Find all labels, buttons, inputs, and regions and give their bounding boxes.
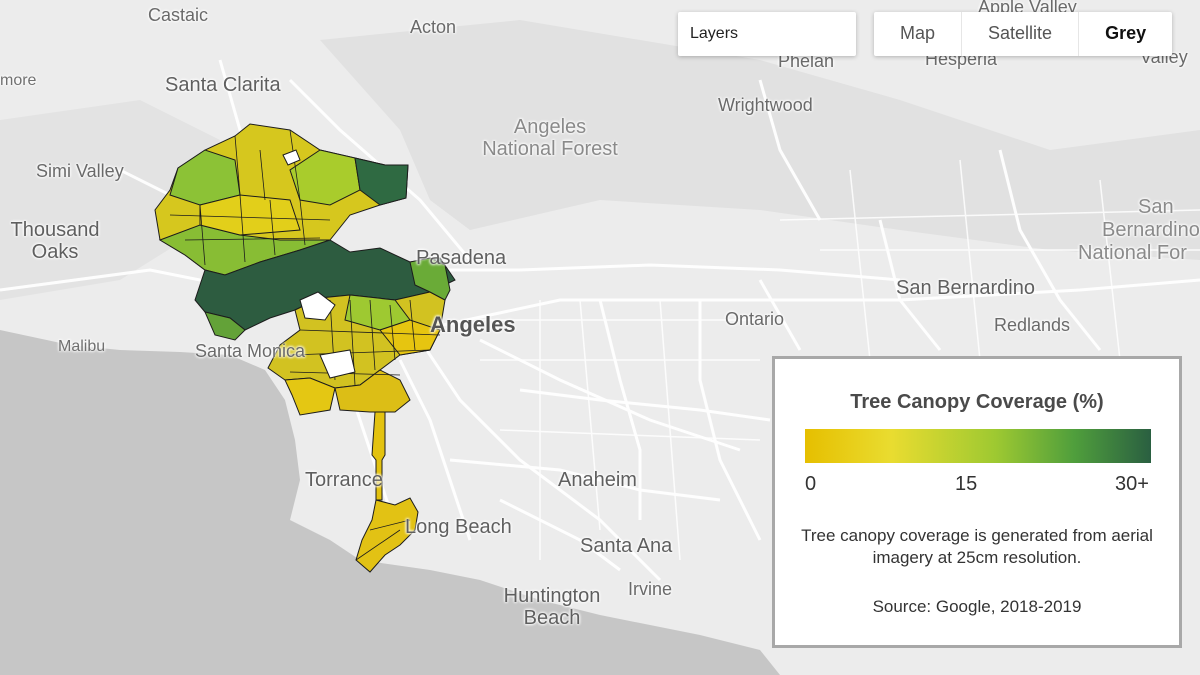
map-type-satellite-button[interactable]: Satellite: [962, 12, 1080, 56]
legend-tick-max: 30+: [1115, 473, 1149, 495]
legend-tick-min: 0: [805, 473, 817, 495]
place-label-wrightwood: Wrightwood: [718, 95, 813, 115]
mountain-terrain: [320, 20, 1200, 260]
legend-panel: Tree Canopy Coverage (%) 0 15 30+ Tree c…: [772, 356, 1182, 648]
place-label-long-beach: Long Beach: [405, 516, 512, 538]
place-label-irvine: Irvine: [628, 579, 673, 599]
place-label-malibu: Malibu: [58, 338, 106, 355]
mountain-terrain-2: [0, 100, 220, 300]
place-label-anaheim: Anaheim: [558, 469, 637, 491]
excluded-city-culver: [319, 349, 356, 379]
layers-dropdown[interactable]: Layers: [678, 12, 856, 56]
canopy-region-south-la[interactable]: [334, 369, 411, 413]
ocean: [0, 330, 780, 675]
canopy-region-sfv-center[interactable]: [199, 194, 301, 236]
place-label-sanbnf-line2: Bernardino: [1102, 219, 1200, 241]
canopy-region-harbor-corridor[interactable]: [371, 411, 386, 501]
canopy-region-westchester[interactable]: [284, 377, 336, 416]
place-label-acton: Acton: [410, 17, 457, 37]
legend-tick-mid: 15: [955, 473, 978, 495]
place-label-angeles-line1: Angeles: [513, 116, 587, 138]
excluded-city-santa-monica-area: [299, 291, 336, 321]
place-label-thousand-line1: Thousand: [10, 219, 100, 241]
map-type-map-button[interactable]: Map: [874, 12, 963, 56]
place-label-phelan: Phelan: [778, 51, 835, 71]
place-label-angeles-national-forest: Angeles National Forest: [470, 116, 630, 160]
legend-title: Tree Canopy Coverage (%): [850, 391, 1104, 413]
place-label-sanbnf-line1: San: [1138, 196, 1174, 218]
place-label-thousand-oaks: Thousand Oaks: [0, 219, 110, 263]
map-type-grey-button[interactable]: Grey: [1105, 23, 1147, 43]
place-label-redlands: Redlands: [994, 315, 1071, 335]
canopy-region-harbor[interactable]: [355, 497, 419, 573]
place-label-huntington-line2: Beach: [523, 607, 581, 629]
map-type-switcher: Map Satellite Grey: [874, 12, 1173, 56]
place-label-santa-monica: Santa Monica: [195, 341, 306, 361]
excluded-city-burbank: [282, 149, 301, 166]
place-label-angeles-line2: National Forest: [482, 138, 618, 160]
place-label-huntington-line1: Huntington: [503, 585, 601, 607]
minor-roads: [480, 159, 1200, 561]
place-label-san-bernardino-national-forest: San Bernardino National For: [1078, 196, 1200, 265]
place-label-pasadena: Pasadena: [416, 247, 507, 269]
place-label-simi-valley: Simi Valley: [36, 161, 124, 181]
place-label-ontario: Ontario: [725, 309, 785, 329]
legend-color-scale: [805, 429, 1151, 463]
canopy-region-northeast[interactable]: [409, 257, 451, 301]
place-label-santa-ana: Santa Ana: [580, 535, 673, 557]
place-label-sanbnf-line3: National For: [1078, 242, 1187, 264]
legend-source: Source: Google, 2018-2019: [872, 597, 1082, 616]
place-label-thousand-line2: Oaks: [31, 241, 79, 263]
place-label-castaic: Castaic: [148, 5, 209, 25]
canopy-region-tujunga[interactable]: [354, 157, 409, 206]
place-label-san-bernardino: San Bernardino: [896, 277, 1035, 299]
la-city-canopy-layer[interactable]: [154, 123, 456, 573]
place-label-los-angeles: Angeles: [430, 312, 516, 337]
legend-description: Tree canopy coverage is generated from a…: [801, 526, 1153, 567]
place-label-more: more: [0, 72, 37, 89]
canopy-region-brentwood[interactable]: [204, 311, 246, 341]
place-label-santa-clarita: Santa Clarita: [165, 74, 281, 96]
place-label-torrance: Torrance: [305, 469, 383, 491]
place-label-huntington-beach: Huntington Beach: [492, 585, 612, 629]
